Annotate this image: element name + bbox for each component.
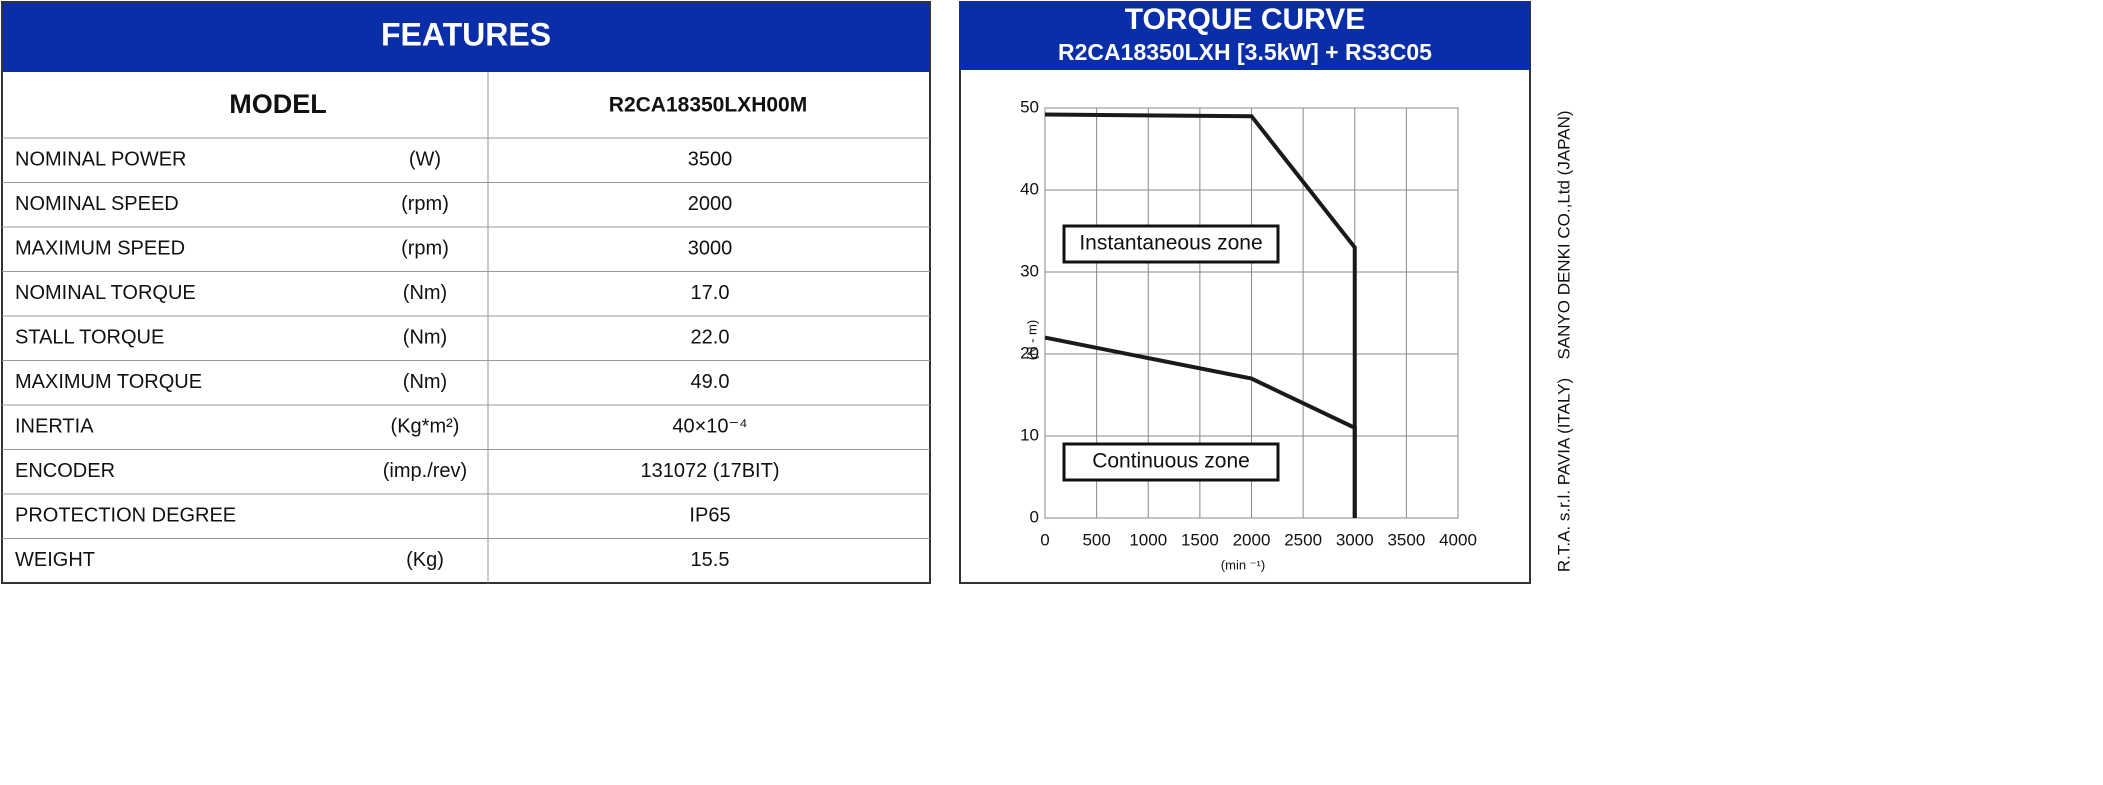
feature-value: 40×10⁻⁴ [672, 416, 747, 438]
x-tick-label: 1500 [1181, 530, 1219, 549]
x-tick-label: 1000 [1129, 530, 1167, 549]
y-tick-label: 10 [1020, 425, 1039, 444]
zone-label: Instantaneous zone [1079, 232, 1262, 255]
feature-name: MAXIMUM SPEED [15, 238, 185, 260]
x-tick-label: 3500 [1387, 530, 1425, 549]
feature-value: 22.0 [691, 327, 730, 349]
model-label: MODEL [229, 89, 327, 119]
feature-unit: (Nm) [403, 327, 447, 349]
feature-value: 3500 [688, 149, 733, 171]
chart-subtitle: R2CA18350LXH [3.5kW] + RS3C05 [1058, 39, 1432, 65]
features-title: FEATURES [381, 16, 551, 52]
x-tick-label: 0 [1040, 530, 1049, 549]
feature-name: NOMINAL TORQUE [15, 282, 196, 304]
x-tick-label: 3000 [1336, 530, 1374, 549]
feature-value: 15.5 [691, 549, 730, 571]
feature-unit: (Kg*m²) [391, 416, 460, 438]
feature-name: WEIGHT [15, 549, 95, 571]
zone-label-box [1062, 224, 1280, 264]
feature-name: STALL TORQUE [15, 327, 164, 349]
chart-header [960, 2, 1530, 70]
feature-unit: (imp./rev) [383, 460, 467, 482]
y-axis-label: (N - m) [1024, 320, 1039, 360]
zone-label: Continuous zone [1092, 450, 1250, 473]
feature-value: 2000 [688, 193, 733, 215]
side-text: R.T.A. s.r.l. PAVIA (ITALY) [1554, 378, 1573, 572]
y-tick-label: 20 [1020, 343, 1039, 362]
feature-value: 131072 (17BIT) [641, 460, 780, 482]
side-text: SANYO DENKI CO.,Ltd (JAPAN) [1554, 110, 1573, 359]
chart-title: TORQUE CURVE [1125, 3, 1366, 36]
y-tick-label: 50 [1020, 97, 1039, 116]
table-border [1, 1, 931, 584]
feature-unit: (Kg) [406, 549, 444, 571]
x-tick-label: 2500 [1284, 530, 1322, 549]
y-tick-label: 40 [1020, 179, 1039, 198]
feature-unit: (rpm) [401, 238, 449, 260]
feature-name: PROTECTION DEGREE [15, 505, 236, 527]
feature-value: 17.0 [691, 282, 730, 304]
feature-name: INERTIA [15, 416, 94, 438]
torque-curve [1044, 112, 1357, 518]
x-axis-label: (min ⁻¹) [1221, 557, 1265, 572]
feature-name: ENCODER [15, 460, 115, 482]
feature-name: NOMINAL POWER [15, 149, 187, 171]
feature-unit: (Nm) [403, 371, 447, 393]
feature-unit: (W) [409, 149, 441, 171]
x-tick-label: 500 [1082, 530, 1110, 549]
zone-label-box [1062, 442, 1280, 482]
features-header [2, 2, 930, 72]
y-tick-label: 30 [1020, 261, 1039, 280]
feature-unit: (Nm) [403, 282, 447, 304]
torque-curve [1044, 335, 1357, 518]
feature-unit: (rpm) [401, 193, 449, 215]
x-tick-label: 2000 [1233, 530, 1271, 549]
feature-value: 3000 [688, 238, 733, 260]
feature-name: MAXIMUM TORQUE [15, 371, 202, 393]
feature-value: 49.0 [691, 371, 730, 393]
model-value: R2CA18350LXH00M [609, 94, 807, 117]
y-tick-label: 0 [1030, 507, 1039, 526]
feature-value: IP65 [689, 505, 730, 527]
feature-name: NOMINAL SPEED [15, 193, 179, 215]
x-tick-label: 4000 [1439, 530, 1477, 549]
